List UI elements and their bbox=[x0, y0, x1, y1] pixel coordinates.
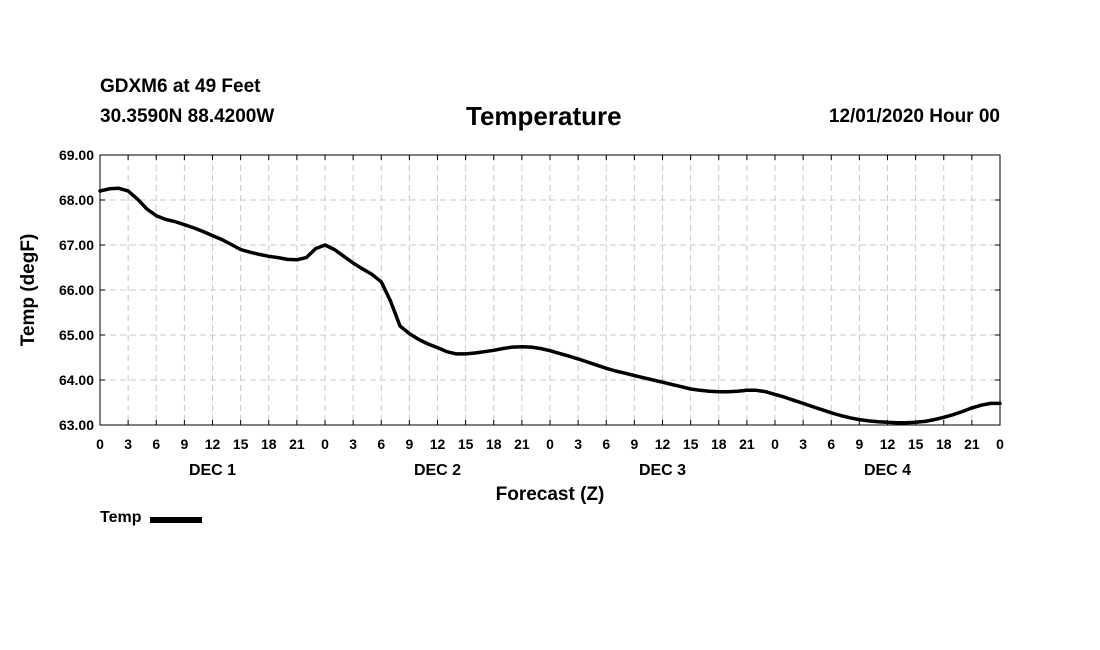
x-tick-label: 12 bbox=[880, 436, 896, 452]
x-tick-label: 9 bbox=[180, 436, 188, 452]
x-tick-label: 12 bbox=[655, 436, 671, 452]
tick-marks bbox=[99, 154, 1001, 426]
day-label: DEC 4 bbox=[864, 462, 911, 479]
temp-series-line bbox=[98, 186, 1002, 425]
x-tick-label: 15 bbox=[908, 436, 924, 452]
x-tick-label: 0 bbox=[546, 436, 554, 452]
x-tick-label: 15 bbox=[233, 436, 249, 452]
legend-line-swatch bbox=[150, 517, 203, 523]
x-tick-label: 21 bbox=[289, 436, 305, 452]
y-tick-label: 64.00 bbox=[59, 372, 94, 388]
y-tick-label: 69.00 bbox=[59, 147, 94, 163]
x-tick-label: 6 bbox=[152, 436, 160, 452]
x-tick-label: 9 bbox=[630, 436, 638, 452]
x-axis-title: Forecast (Z) bbox=[496, 484, 605, 505]
y-tick-label: 65.00 bbox=[59, 327, 94, 343]
x-tick-label: 18 bbox=[261, 436, 277, 452]
run-time: 12/01/2020 Hour 00 bbox=[828, 106, 1000, 127]
station-name: GDXM6 at 49 Feet bbox=[100, 76, 261, 97]
y-tick-label: 63.00 bbox=[59, 417, 94, 433]
x-tick-label: 12 bbox=[205, 436, 221, 452]
x-tick-label: 9 bbox=[405, 436, 413, 452]
x-tick-label: 6 bbox=[377, 436, 385, 452]
y-axis-tick-labels: 63.00 64.00 65.00 66.00 67.00 68.00 69.00 bbox=[59, 147, 94, 433]
x-tick-label: 12 bbox=[430, 436, 446, 452]
station-location: 30.3590N 88.4200W bbox=[100, 106, 275, 127]
legend: Temp bbox=[100, 509, 203, 527]
y-axis-title: Temp (degF) bbox=[18, 234, 39, 347]
x-tick-label: 15 bbox=[458, 436, 474, 452]
x-tick-label: 18 bbox=[486, 436, 502, 452]
x-tick-label: 0 bbox=[996, 436, 1004, 452]
day-labels: DEC 1 DEC 2 DEC 3 DEC 4 bbox=[189, 462, 911, 479]
x-tick-label: 9 bbox=[855, 436, 863, 452]
x-tick-label: 15 bbox=[683, 436, 699, 452]
x-tick-label: 6 bbox=[602, 436, 610, 452]
x-tick-label: 21 bbox=[514, 436, 530, 452]
chart-title: Temperature bbox=[466, 101, 622, 131]
x-tick-label: 0 bbox=[321, 436, 329, 452]
x-tick-label: 3 bbox=[349, 436, 357, 452]
y-tick-label: 67.00 bbox=[59, 237, 94, 253]
grid bbox=[100, 155, 1000, 425]
day-label: DEC 2 bbox=[414, 462, 461, 479]
x-tick-label: 6 bbox=[827, 436, 835, 452]
x-tick-label: 21 bbox=[964, 436, 980, 452]
x-tick-label: 0 bbox=[771, 436, 779, 452]
x-tick-label: 3 bbox=[574, 436, 582, 452]
x-axis-tick-labels: 0 3 6 9 12 15 18 21 0 3 6 9 12 15 18 21 0 3 6 9 12 15 18 21 0 3 6 9… bbox=[96, 436, 1004, 452]
legend-label: Temp bbox=[100, 509, 142, 526]
y-tick-label: 68.00 bbox=[59, 192, 94, 208]
x-tick-label: 0 bbox=[96, 436, 104, 452]
x-tick-label: 18 bbox=[711, 436, 727, 452]
day-label: DEC 3 bbox=[639, 462, 686, 479]
y-tick-label: 66.00 bbox=[59, 282, 94, 298]
x-tick-label: 18 bbox=[936, 436, 952, 452]
x-tick-label: 3 bbox=[799, 436, 807, 452]
x-tick-label: 3 bbox=[124, 436, 132, 452]
x-tick-label: 21 bbox=[739, 436, 755, 452]
day-label: DEC 1 bbox=[189, 462, 236, 479]
